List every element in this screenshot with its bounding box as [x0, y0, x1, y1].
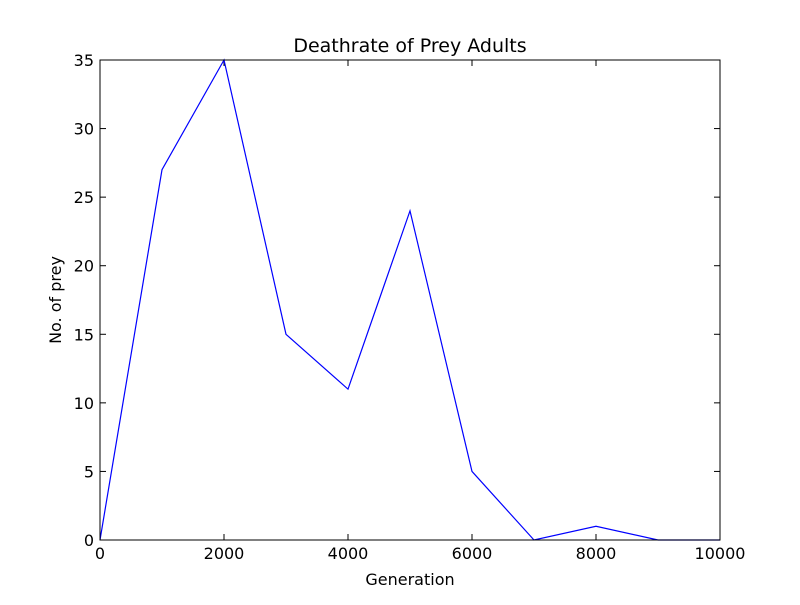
y-tick-label: 15 — [74, 325, 94, 344]
y-tick-label: 35 — [74, 51, 94, 70]
x-tick-label: 0 — [95, 544, 105, 563]
y-tick-label: 30 — [74, 120, 94, 139]
x-tick-label: 2000 — [204, 544, 245, 563]
x-tick-label: 10000 — [695, 544, 746, 563]
x-axis-label: Generation — [365, 570, 454, 589]
y-axis-label: No. of prey — [46, 256, 65, 344]
y-tick-label: 5 — [84, 462, 94, 481]
x-tick-label: 4000 — [328, 544, 369, 563]
y-tick-label: 20 — [74, 257, 94, 276]
x-tick-label: 8000 — [576, 544, 617, 563]
plot-frame — [100, 60, 720, 540]
x-tick-label: 6000 — [452, 544, 493, 563]
series-layer — [100, 60, 720, 540]
y-tick-label: 25 — [74, 188, 94, 207]
series-line — [100, 60, 720, 540]
y-tick-label: 0 — [84, 531, 94, 550]
chart-title: Deathrate of Prey Adults — [293, 35, 526, 57]
y-tick-label: 10 — [74, 394, 94, 413]
tick-layer: 0 2000 4000 6000 8000 10000 0 5 10 15 20 25 30 35 — [74, 51, 746, 563]
